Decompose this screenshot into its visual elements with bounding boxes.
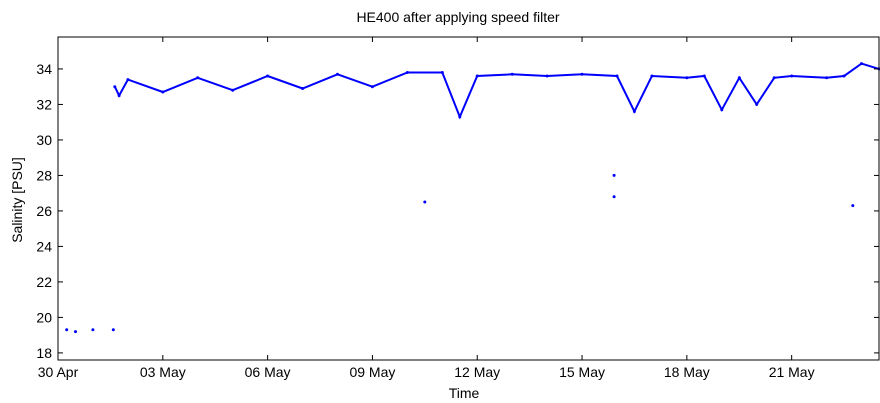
data-point — [440, 71, 444, 74]
x-axis-label: Time — [449, 385, 480, 401]
data-point — [772, 76, 776, 80]
data-point — [685, 76, 689, 80]
data-point — [860, 62, 863, 66]
y-axis-ticks: 18 20 22 24 26 28 30 32 34 — [36, 61, 879, 361]
chart-title: HE400 after applying speed filter — [356, 9, 559, 25]
y-tick-label: 28 — [36, 167, 52, 183]
y-tick-label: 24 — [36, 238, 52, 254]
data-point — [720, 108, 724, 112]
y-tick-label: 32 — [36, 96, 52, 112]
data-point — [111, 328, 115, 332]
data-point — [615, 74, 619, 78]
y-tick-label: 20 — [36, 309, 52, 325]
data-point — [336, 72, 339, 76]
x-tick-label: 09 May — [349, 364, 395, 380]
x-axis-ticks: 30 Apr 03 May 06 May 09 May 12 May 15 May 18 M… — [38, 37, 815, 380]
data-point — [612, 173, 616, 177]
y-tick-label: 34 — [36, 61, 52, 77]
data-point — [231, 88, 235, 92]
x-tick-label: 15 May — [559, 364, 605, 380]
data-point — [790, 74, 794, 78]
data-point — [755, 102, 759, 106]
y-tick-label: 30 — [36, 132, 52, 148]
data-point — [301, 87, 305, 90]
data-point — [510, 72, 514, 76]
data-point — [126, 78, 130, 82]
y-axis-label: Salinity [PSU] — [9, 157, 25, 243]
y-tick-label: 26 — [36, 203, 52, 219]
plot-area — [65, 62, 880, 334]
x-tick-label: 06 May — [245, 364, 291, 380]
data-point — [65, 328, 69, 332]
data-point — [825, 76, 829, 80]
plot-frame — [57, 36, 880, 361]
x-tick-label: 18 May — [664, 364, 710, 380]
data-point — [650, 74, 654, 78]
y-tick-label: 22 — [36, 274, 52, 290]
data-point — [113, 85, 117, 89]
x-tick-label: 12 May — [454, 364, 500, 380]
data-point — [458, 115, 462, 119]
x-tick-label: 03 May — [140, 364, 186, 380]
data-point — [851, 204, 855, 208]
data-point — [196, 76, 200, 80]
data-point — [612, 195, 616, 199]
salinity-series-line — [113, 62, 880, 120]
data-point — [91, 328, 95, 332]
data-point — [842, 74, 846, 78]
x-tick-label: 30 Apr — [38, 364, 79, 380]
data-point — [405, 71, 409, 74]
data-point — [117, 94, 121, 98]
x-tick-label: 21 May — [769, 364, 815, 380]
y-tick-label: 18 — [36, 345, 52, 361]
data-point — [475, 74, 479, 78]
data-point — [737, 76, 741, 80]
data-point — [423, 200, 427, 204]
data-point — [632, 110, 636, 113]
data-point — [74, 330, 77, 334]
data-point — [266, 74, 270, 78]
data-point — [545, 74, 549, 78]
data-point — [702, 74, 706, 78]
data-point — [580, 72, 584, 76]
data-point — [161, 90, 165, 94]
data-point — [370, 85, 374, 89]
